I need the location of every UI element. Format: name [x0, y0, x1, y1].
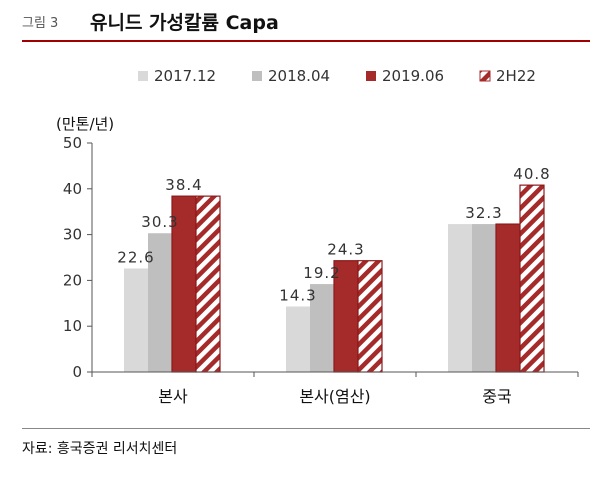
bar-2018.04-본사(염산) [310, 284, 334, 372]
bar-2018.04-본사 [148, 233, 172, 372]
legend-swatch-2019.06 [366, 71, 376, 81]
x-category-label: 본사(염산) [299, 387, 370, 406]
data-label: 22.6 [117, 248, 154, 266]
y-tick-label: 0 [72, 363, 82, 381]
bar-2017.12-본사(염산) [286, 306, 310, 372]
legend-label-2H22: 2H22 [496, 67, 536, 85]
bar-2017.12-본사 [124, 268, 148, 372]
bar-2H22-본사 [195, 195, 221, 373]
bar-2017.12-중국 [448, 224, 472, 372]
legend-label-2019.06: 2019.06 [382, 67, 444, 85]
data-label: 40.8 [513, 165, 550, 183]
legend-swatch-2H22 [479, 70, 491, 82]
legend-swatch-2018.04 [252, 71, 262, 81]
source-rule [22, 428, 590, 429]
data-label: 30.3 [141, 213, 178, 231]
bar-chart: 2017.12 2018.04 2019.06 2H22 (만톤/년) 0 10 20 30… [56, 67, 579, 406]
y-axis: 0 10 20 30 40 50 [63, 134, 93, 381]
figure-title: 유니드 가성칼륨 Capa [90, 12, 279, 34]
legend: 2017.12 2018.04 2019.06 2H22 [138, 67, 536, 85]
y-axis-unit-label: (만톤/년) [56, 115, 114, 133]
data-label: 19.2 [303, 264, 340, 282]
x-category-label: 본사 [158, 387, 188, 406]
title-rule [22, 40, 590, 42]
figure-header: 그림 3 유니드 가성칼륨 Capa [0, 0, 612, 44]
bar-2019.06-중국 [495, 223, 521, 373]
data-labels: 22.6 30.3 38.4 14.3 19.2 24.3 32.3 40.8 [117, 165, 550, 305]
data-label: 14.3 [279, 287, 316, 305]
data-label: 32.3 [465, 204, 502, 222]
legend-label-2018.04: 2018.04 [268, 67, 330, 85]
legend-swatch-2017.12 [138, 71, 148, 81]
bar-2H22-중국 [519, 184, 545, 373]
bar-2H22-본사(염산) [357, 260, 383, 373]
data-label: 38.4 [165, 176, 202, 194]
y-tick-label: 30 [63, 226, 82, 244]
bars [124, 184, 545, 373]
y-tick-label: 40 [63, 180, 82, 198]
figure-label: 그림 3 [22, 16, 59, 31]
y-tick-label: 50 [63, 134, 82, 152]
x-category-label: 중국 [482, 387, 511, 406]
legend-label-2017.12: 2017.12 [154, 67, 216, 85]
y-tick-label: 10 [63, 317, 82, 335]
x-axis: 본사 본사(염산) 중국 [91, 371, 579, 406]
bar-2018.04-중국 [472, 224, 496, 372]
data-label: 24.3 [327, 241, 364, 259]
source-note: 자료: 흥국증권 리서치센터 [22, 441, 178, 457]
y-tick-label: 20 [63, 271, 82, 289]
